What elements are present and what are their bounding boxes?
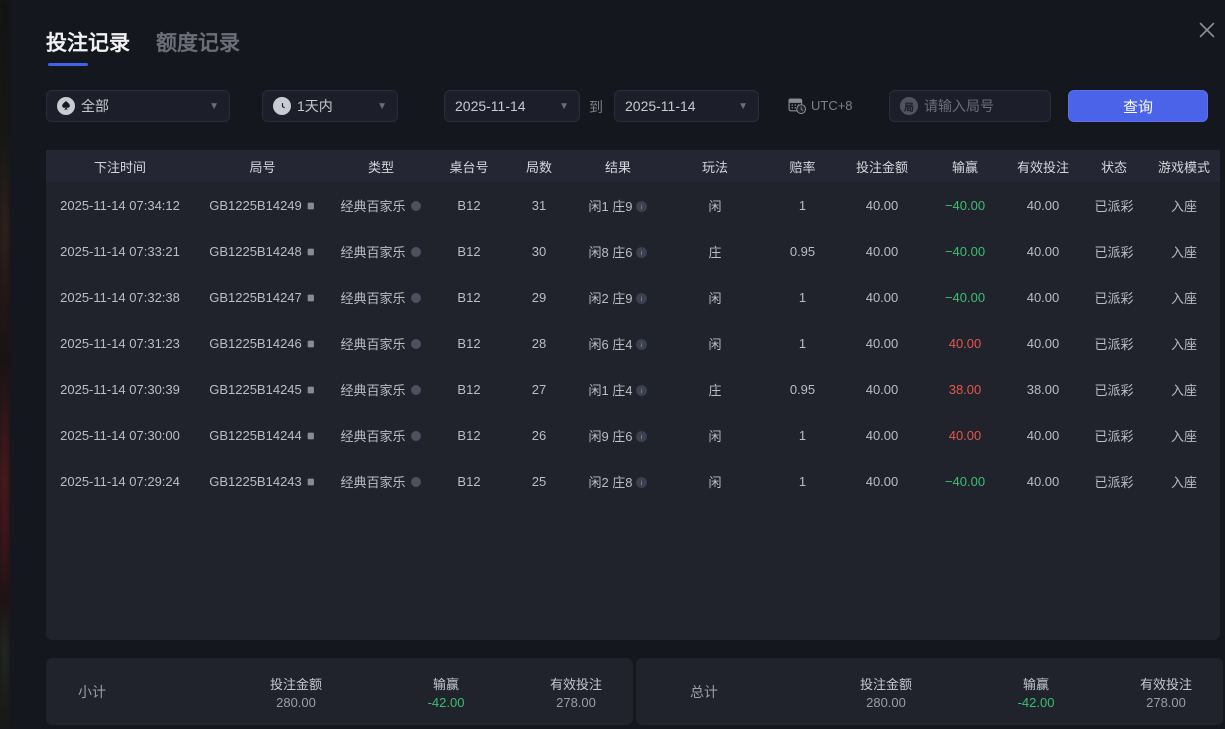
svg-text:i: i [640, 433, 641, 440]
svg-text:i: i [640, 295, 641, 302]
svg-text:i: i [640, 479, 641, 486]
svg-text:i: i [640, 203, 641, 210]
svg-text:i: i [640, 341, 641, 348]
svg-text:i: i [640, 387, 641, 394]
svg-text:i: i [640, 249, 641, 256]
